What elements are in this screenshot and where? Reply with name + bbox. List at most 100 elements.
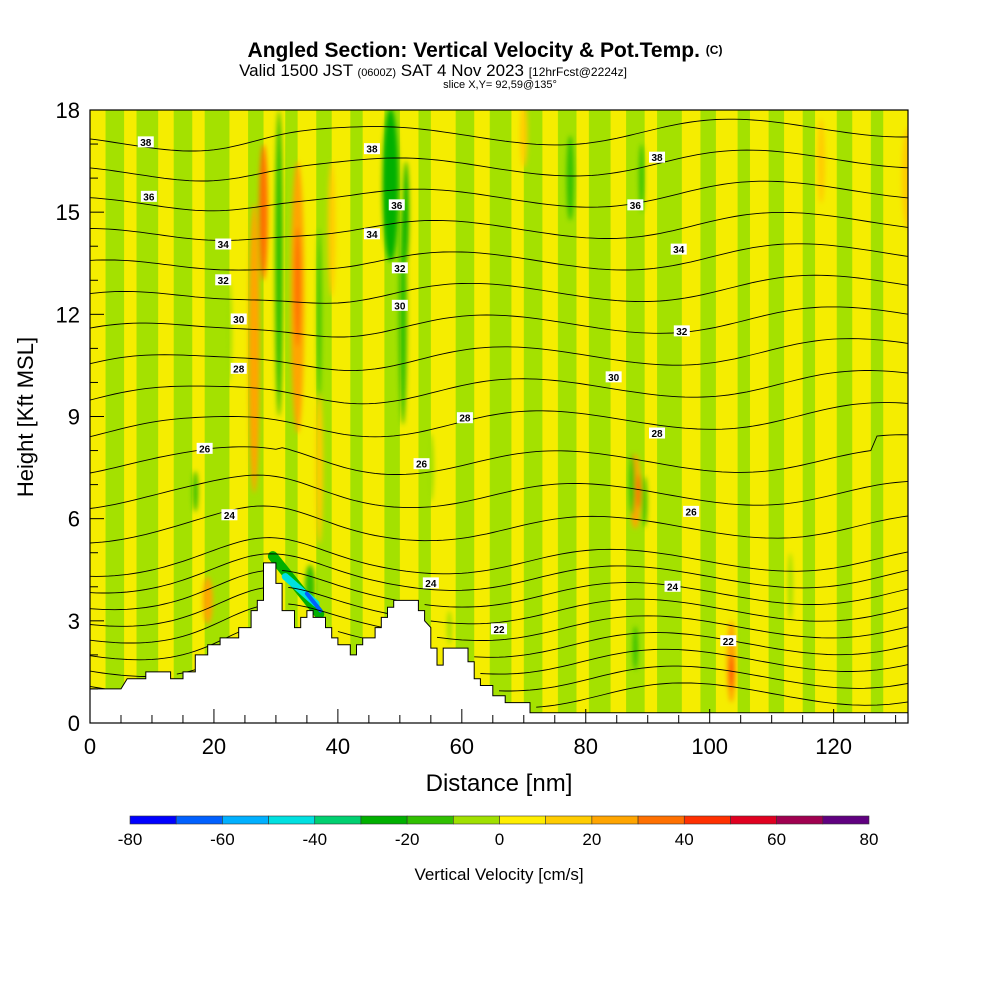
contour-label-bg: [627, 199, 644, 211]
contour-label: 36: [140, 190, 157, 203]
colorbar: -80 -60 -40 -20 0 20 40 60 80: [118, 815, 878, 849]
contour-label-bg: [720, 635, 737, 647]
velocity-band: [158, 110, 175, 723]
theta-contour: [90, 537, 908, 577]
colorbar-bin: [730, 815, 777, 825]
contour-label-bg: [491, 623, 507, 635]
y-tick-label: 6: [68, 507, 80, 532]
colorbar-bin: [776, 815, 824, 825]
colorbar-bin: [591, 815, 639, 825]
theta-contour: [90, 306, 908, 338]
contour-label: 26: [683, 505, 700, 518]
y-tick-label: 18: [56, 98, 80, 123]
title-mark: (C): [706, 43, 723, 57]
y-axis-label: Height [Kft MSL]: [13, 337, 38, 497]
valid-date: SAT 4 Nov 2023: [401, 61, 524, 80]
y-tick-label: 12: [56, 302, 80, 327]
contour-label-text: 22: [493, 625, 505, 636]
contour-label-text: 24: [224, 511, 236, 522]
velocity-band: [124, 110, 137, 723]
contour-label-bg: [230, 362, 247, 374]
colorbar-bin: [822, 815, 870, 825]
contour-label-bg: [221, 509, 238, 521]
contour-label: 24: [422, 577, 439, 590]
contour-label-text: 34: [366, 230, 378, 241]
velocity-feature: [901, 127, 908, 230]
colorbar-bin: [268, 815, 316, 825]
velocity-band: [557, 110, 577, 723]
velocity-band: [802, 110, 816, 723]
contour-label-text: 38: [651, 153, 663, 164]
colorbar-tick-label: 40: [675, 830, 694, 849]
contour-label-text: 34: [218, 240, 230, 251]
contour-label: 32: [391, 262, 408, 275]
theta-contour: [90, 402, 908, 438]
theta-contour: [90, 586, 908, 627]
contour-label-bg: [137, 136, 154, 148]
theta-contour: [90, 274, 908, 304]
velocity-band: [700, 110, 717, 723]
x-tick-label: 120: [815, 734, 852, 759]
contour-label: 28: [649, 427, 666, 440]
velocity-feature: [317, 229, 322, 400]
velocity-feature: [192, 470, 199, 512]
colorbar-tick-label: 20: [582, 830, 601, 849]
colorbar-bin: [545, 815, 593, 825]
velocity-band: [523, 110, 543, 723]
chart-title: Angled Section: Vertical Velocity & Pot.…: [248, 39, 723, 62]
contour-label: 32: [215, 274, 232, 287]
velocity-feature: [566, 135, 574, 221]
velocity-feature: [729, 654, 734, 689]
y-tick-label: 3: [68, 609, 80, 634]
velocity-band: [870, 110, 884, 723]
valid-time: Valid 1500 JST (0600Z) SAT 4 Nov 2023 [1…: [239, 61, 627, 80]
y-axis: 0 3 6 9 12 15 18: [56, 98, 104, 736]
contour-label-text: 30: [233, 315, 245, 326]
velocity-band: [350, 110, 364, 723]
velocity-band: [192, 110, 206, 723]
colorbar-bin: [222, 815, 269, 825]
contour-label-text: 26: [199, 444, 211, 455]
velocity-feature: [315, 390, 324, 545]
velocity-band: [576, 110, 590, 723]
velocity-band: [430, 110, 457, 723]
velocity-feature: [202, 576, 213, 625]
x-axis: 0 20 40 60 80 100 120: [84, 709, 897, 759]
contour-label-text: 24: [425, 579, 437, 590]
theta-contour: [90, 603, 908, 644]
contour-label-bg: [388, 199, 405, 211]
colorbar-tick-label: -80: [118, 830, 143, 849]
velocity-background-bands: [90, 110, 908, 723]
contour-labels: 38 36 34 32 30 28 26 24 38 36 34 32 30 28 26 24 22 38 36 34…: [137, 136, 737, 648]
contour-label-text: 28: [459, 414, 471, 425]
contour-label: 38: [137, 136, 154, 149]
velocity-feature: [446, 610, 452, 645]
x-tick-label: 80: [574, 734, 598, 759]
theta-contour: [90, 474, 908, 509]
contour-label-bg: [140, 190, 157, 202]
contour-label-bg: [670, 243, 687, 255]
velocity-feature: [259, 144, 268, 281]
velocity-band: [173, 110, 193, 723]
velocity-band: [105, 110, 125, 723]
velocity-band: [657, 110, 683, 723]
velocity-band: [644, 110, 658, 723]
velocity-feature: [817, 118, 825, 204]
velocity-band: [768, 110, 785, 723]
colorbar-bin: [314, 815, 362, 825]
contour-label-bg: [196, 442, 213, 454]
theta-contours: [90, 118, 908, 708]
contour-label-text: 32: [394, 264, 406, 275]
contour-label: 28: [456, 412, 473, 425]
contour-label: 24: [664, 580, 681, 593]
x-tick-label: 0: [84, 734, 96, 759]
velocity-band: [626, 110, 646, 723]
contour-label-text: 32: [676, 327, 688, 338]
velocity-band: [489, 110, 512, 723]
colorbar-bin: [175, 815, 223, 825]
colorbar-label: Vertical Velocity [cm/s]: [414, 865, 583, 884]
x-tick-label: 100: [691, 734, 728, 759]
velocity-band: [681, 110, 701, 723]
velocity-band: [715, 110, 739, 723]
contour-label-text: 26: [686, 507, 698, 518]
